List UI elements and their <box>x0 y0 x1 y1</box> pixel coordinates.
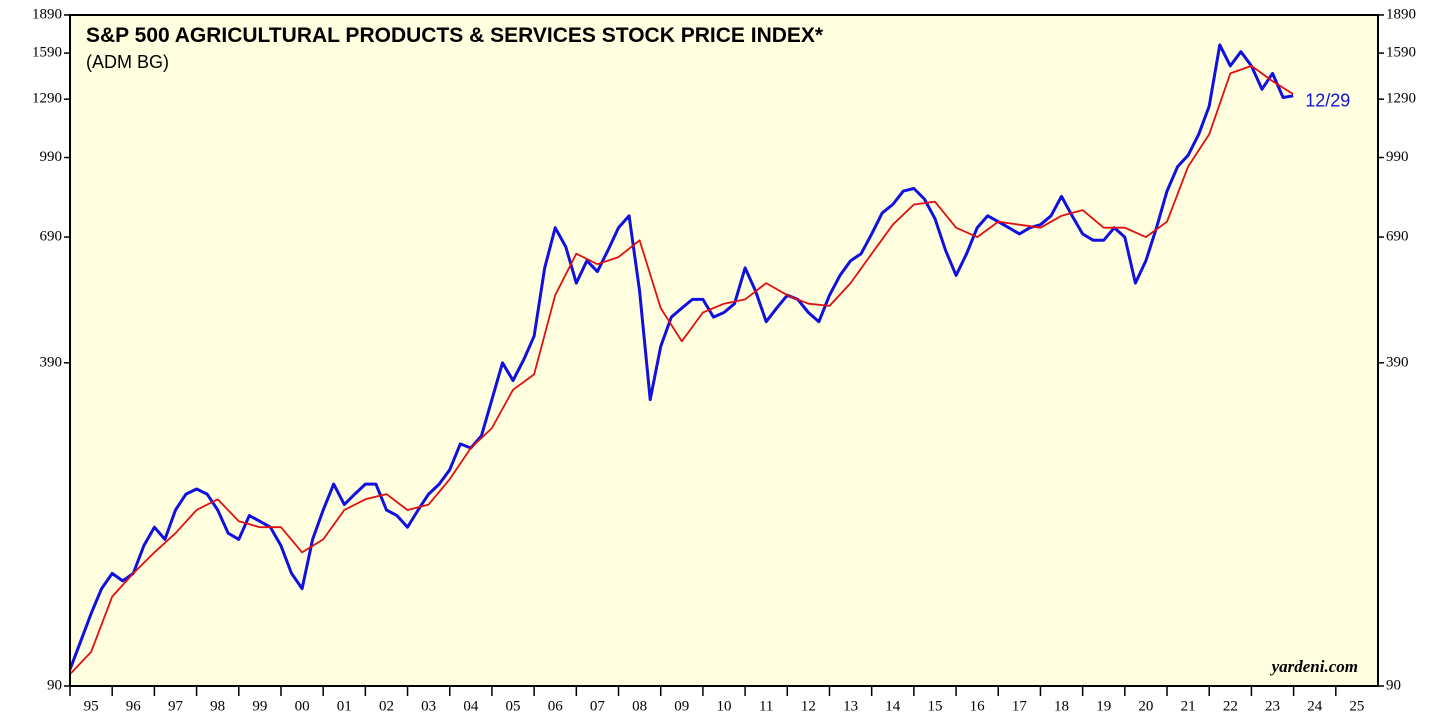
x-tick-label: 16 <box>970 698 986 714</box>
x-tick-label: 22 <box>1223 698 1238 714</box>
y-tick-label-right: 990 <box>1386 149 1409 165</box>
y-tick-label: 1890 <box>32 6 62 22</box>
x-tick-label: 24 <box>1307 698 1323 714</box>
y-tick-label: 390 <box>40 354 63 370</box>
y-tick-label-right: 1290 <box>1386 91 1416 107</box>
chart-subtitle: (ADM BG) <box>86 52 169 72</box>
x-tick-label: 08 <box>632 698 647 714</box>
x-tick-label: 23 <box>1265 698 1280 714</box>
x-tick-label: 15 <box>927 698 942 714</box>
x-tick-label: 11 <box>759 698 773 714</box>
x-tick-label: 03 <box>421 698 436 714</box>
plot-border <box>69 14 1379 687</box>
y-tick-label: 690 <box>40 229 63 245</box>
plot-area <box>70 15 1378 686</box>
x-tick-label: 99 <box>252 698 267 714</box>
x-tick-label: 14 <box>885 698 901 714</box>
x-tick-label: 10 <box>717 698 732 714</box>
y-tick-label-right: 390 <box>1386 354 1409 370</box>
y-tick-label-right: 1590 <box>1386 45 1416 61</box>
chart-title: S&P 500 AGRICULTURAL PRODUCTS & SERVICES… <box>86 24 824 47</box>
x-tick-label: 09 <box>674 698 689 714</box>
y-tick-label-right: 1890 <box>1386 6 1416 22</box>
series-line <box>69 65 1294 675</box>
source: yardeni.com <box>1270 657 1358 676</box>
x-tick-label: 95 <box>84 698 99 714</box>
x-tick-label: 25 <box>1349 698 1364 714</box>
x-tick-label: 98 <box>210 698 225 714</box>
x-tick-label: 96 <box>126 698 142 714</box>
x-tick-label: 07 <box>590 698 606 714</box>
y-tick-label-right: 90 <box>1386 677 1401 693</box>
x-tick-label: 17 <box>1012 698 1028 714</box>
x-tick-label: 06 <box>548 698 564 714</box>
y-tick-label: 90 <box>47 677 62 693</box>
end-annotation: 12/29 <box>1305 91 1350 111</box>
y-tick-label: 990 <box>40 149 63 165</box>
x-tick-label: 21 <box>1181 698 1196 714</box>
x-tick-label: 01 <box>337 698 352 714</box>
series-line <box>68 43 1294 671</box>
x-tick-label: 04 <box>463 698 479 714</box>
x-tick-label: 20 <box>1138 698 1153 714</box>
x-tick-label: 97 <box>168 698 184 714</box>
y-tick-label: 1590 <box>32 45 62 61</box>
y-tick-label-right: 690 <box>1386 229 1409 245</box>
x-tick-label: 12 <box>801 698 816 714</box>
x-tick-label: 00 <box>295 698 310 714</box>
marks <box>68 43 1294 675</box>
x-tick-label: 19 <box>1096 698 1111 714</box>
x-tick-label: 02 <box>379 698 394 714</box>
x-tick-label: 05 <box>506 698 521 714</box>
x-tick-label: 13 <box>843 698 858 714</box>
y-tick-label: 1290 <box>32 91 62 107</box>
x-tick-label: 18 <box>1054 698 1069 714</box>
